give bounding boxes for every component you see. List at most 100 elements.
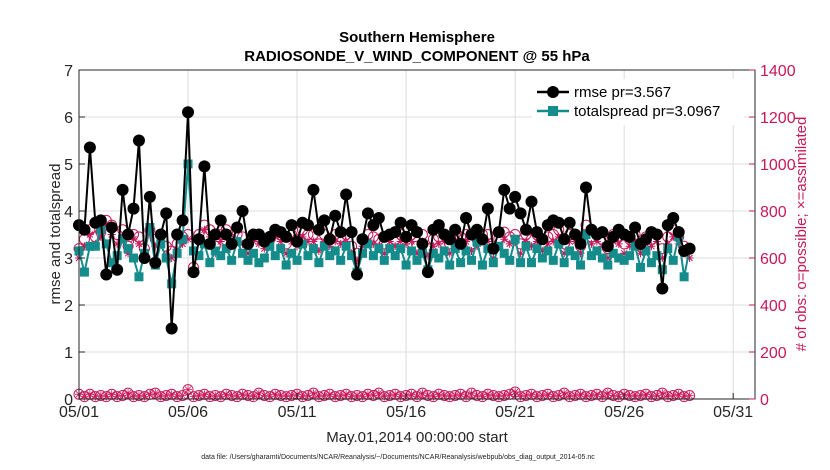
obs-assimilated-marker <box>554 391 563 400</box>
obs-assimilated-marker <box>456 390 465 399</box>
obs-assimilated-marker <box>413 249 421 258</box>
rmse-marker <box>361 207 374 220</box>
obs-assimilated-marker <box>472 391 481 400</box>
obs-possible-marker <box>155 391 167 403</box>
obs-possible-marker <box>335 389 347 401</box>
obs-assimilated-marker <box>189 392 198 401</box>
obs-assimilated-marker <box>505 390 514 399</box>
obs-assimilated-marker <box>124 249 133 258</box>
obs-assimilated-marker <box>592 390 601 399</box>
obs-assimilated-marker <box>331 392 340 401</box>
totalspread-marker <box>576 260 586 270</box>
totalspread-marker <box>679 272 689 282</box>
totalspread-marker <box>537 253 547 263</box>
obs-assimilated-marker <box>685 254 694 262</box>
obs-assimilated-marker <box>440 391 449 400</box>
rmse-marker <box>329 209 342 222</box>
obs-possible-marker <box>520 389 532 401</box>
obs-assimilated-marker <box>598 392 607 401</box>
totalspread-marker <box>445 260 455 270</box>
totalspread-marker <box>270 251 280 261</box>
obs-assimilated-marker <box>336 239 345 248</box>
totalspread-marker <box>646 258 656 268</box>
totalspread-marker <box>608 248 618 258</box>
totalspread-marker <box>516 258 526 268</box>
totalspread-marker <box>586 251 596 261</box>
rmse-marker <box>351 268 364 281</box>
obs-assimilated-marker <box>663 392 672 401</box>
obs-assimilated-marker <box>124 389 133 398</box>
obs-assimilated-marker <box>287 391 296 400</box>
obs-possible-marker <box>466 387 478 399</box>
obs-assimilated-marker <box>396 237 405 246</box>
obs-assimilated-marker <box>85 390 94 399</box>
obs-assimilated-marker <box>423 391 432 400</box>
y-tick-label: 5 <box>64 157 73 174</box>
totalspread-marker <box>614 253 624 263</box>
obs-assimilated-marker <box>358 242 367 251</box>
chart-subtitle: RADIOSONDE_V_WIND_COMPONENT @ 55 hPa <box>244 48 590 65</box>
rmse-marker <box>182 106 195 119</box>
legend-spread-marker <box>548 106 558 116</box>
obs-assimilated-marker <box>260 391 269 400</box>
obs-possible-marker <box>149 387 161 399</box>
obs-assimilated-marker <box>238 390 247 399</box>
rmse-marker <box>242 237 254 250</box>
totalspread-marker <box>205 258 215 268</box>
obs-assimilated-marker <box>576 249 585 258</box>
totalspread-marker <box>303 251 313 261</box>
obs-possible-marker <box>122 387 134 399</box>
rmse-marker <box>656 282 669 295</box>
totalspread-marker <box>592 246 602 256</box>
y-right-tick-label: 0 <box>760 392 769 409</box>
obs-possible-marker <box>684 389 696 401</box>
totalspread-marker <box>668 255 678 265</box>
obs-assimilated-marker <box>96 232 105 241</box>
rmse-marker <box>623 230 636 243</box>
obs-assimilated-marker <box>396 392 405 401</box>
obs-possible-marker <box>89 391 101 403</box>
obs-assimilated-marker <box>429 242 438 251</box>
obs-assimilated-marker <box>173 392 182 401</box>
rmse-marker <box>214 214 227 227</box>
totalspread-marker <box>90 241 100 251</box>
obs-possible-marker <box>95 389 107 401</box>
obs-assimilated-marker <box>658 254 667 262</box>
obs-assimilated-marker <box>244 249 252 258</box>
totalspread-marker <box>319 241 329 251</box>
totalspread-marker <box>101 239 111 249</box>
obs-assimilated-marker <box>178 391 187 400</box>
rmse-marker <box>525 195 538 208</box>
obs-assimilated-marker <box>369 391 378 400</box>
obs-assimilated-marker <box>222 390 231 399</box>
obs-assimilated-marker <box>625 242 634 251</box>
totalspread-marker <box>254 258 264 268</box>
obs-assimilated-marker <box>325 242 334 251</box>
obs-assimilated-marker <box>522 237 531 246</box>
obs-possible-marker <box>226 389 238 401</box>
obs-assimilated-marker <box>527 390 536 399</box>
totalspread-marker <box>178 234 188 244</box>
obs-assimilated-marker <box>538 391 547 400</box>
totalspread-marker <box>417 248 427 258</box>
rmse-marker <box>132 134 145 147</box>
rmse-marker <box>116 183 129 196</box>
y-tick-label: 0 <box>64 392 73 409</box>
obs-assimilated-marker <box>549 237 558 246</box>
obs-assimilated-marker <box>494 392 503 401</box>
obs-possible-marker <box>645 391 657 403</box>
obs-assimilated-marker <box>669 391 678 400</box>
legend-box <box>532 79 744 125</box>
obs-possible-marker <box>416 387 428 399</box>
obs-assimilated-marker <box>418 389 427 398</box>
totalspread-marker <box>238 248 248 258</box>
rmse-marker <box>176 214 189 227</box>
obs-assimilated-marker <box>532 392 541 401</box>
obs-possible-marker <box>100 391 112 403</box>
rmse-marker <box>514 207 527 220</box>
totalspread-marker <box>292 255 302 265</box>
totalspread-marker <box>281 260 291 270</box>
obs-possible-marker <box>493 391 505 403</box>
obs-assimilated-marker <box>178 239 187 248</box>
x-tick-label: 05/11 <box>278 404 317 421</box>
